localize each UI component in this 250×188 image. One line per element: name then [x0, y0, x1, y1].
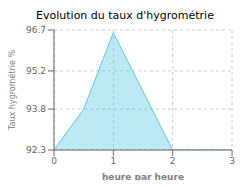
svg-text:92.3: 92.3 [26, 145, 46, 155]
svg-text:95.2: 95.2 [26, 66, 46, 76]
svg-text:96.7: 96.7 [26, 25, 46, 35]
svg-text:heure par heure: heure par heure [102, 172, 184, 180]
svg-text:2: 2 [170, 156, 176, 166]
svg-text:3: 3 [229, 156, 235, 166]
svg-text:1: 1 [110, 156, 116, 166]
html-text:Evolution du taux d'hygrométri: Evolution du taux d'hygrométrie [36, 9, 214, 22]
svg-text:0: 0 [51, 156, 57, 166]
svg-text:Taux hygrométrie %: Taux hygrométrie % [8, 50, 17, 132]
svg-text:93.8: 93.8 [26, 104, 46, 114]
